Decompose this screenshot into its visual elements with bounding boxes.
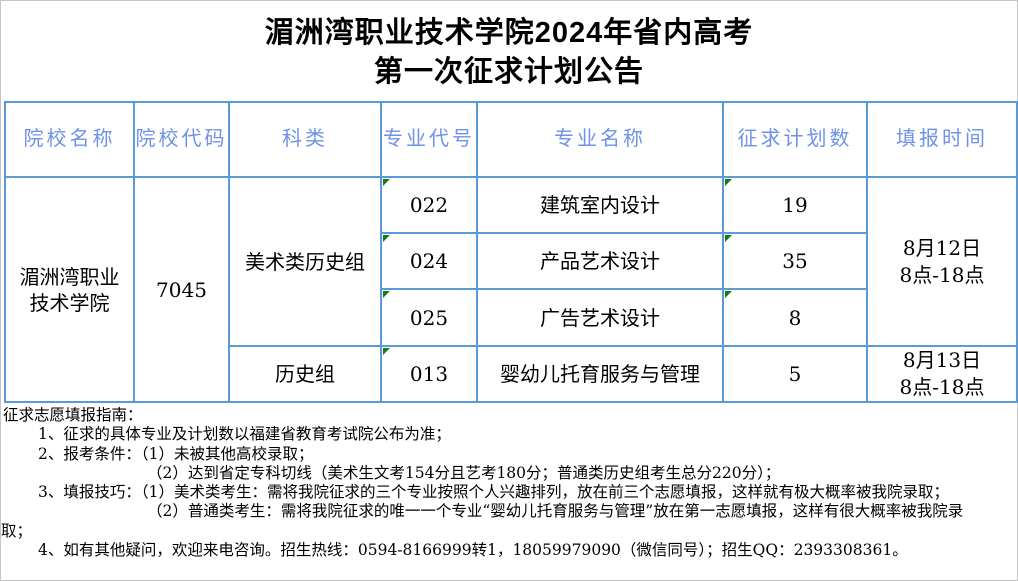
excel-error-marker-icon <box>383 179 390 186</box>
cell-plan-count: 5 <box>722 345 868 403</box>
plan-count-text: 8 <box>788 305 802 330</box>
guide-line-3: 3、填报技巧：（1）美术类考生：需将我院征求的三个专业按照个人兴趣排列，放在前三… <box>38 483 949 502</box>
plan-count-text: 35 <box>782 249 808 273</box>
fill-time-hours: 8点-18点 <box>899 262 985 287</box>
cell-plan-count: 8 <box>722 288 868 347</box>
cell-category-art-history: 美术类历史组 <box>228 176 382 347</box>
page-title-line1: 湄洲湾职业技术学院2024年省内高考 <box>264 17 754 49</box>
guide-line-2b: （2）达到省定专科切线（美术生文考154分且艺考180分；普通类历史组考生总分2… <box>147 463 781 482</box>
application-guide: 征求志愿填报指南： 1、征求的具体专业及计划数以福建省教育考试院公布为准； 2、… <box>1 406 1017 560</box>
cell-plan-count: 19 <box>722 176 868 234</box>
page-title: 湄洲湾职业技术学院2024年省内高考 第一次征求计划公告 <box>1 1 1017 92</box>
col-header-major-name: 专业名称 <box>476 101 724 178</box>
col-header-major-code: 专业代号 <box>380 101 478 178</box>
cell-fill-time-aug13: 8月13日 8点-18点 <box>866 345 1018 403</box>
cell-major-name: 建筑室内设计 <box>476 176 724 234</box>
fill-time-date: 8月12日 <box>902 235 982 260</box>
guide-heading: 征求志愿填报指南： <box>3 406 143 424</box>
cell-plan-count: 35 <box>722 232 868 290</box>
guide-line-2: 2、报考条件：（1）未被其他高校录取； <box>38 444 314 463</box>
cell-major-name: 婴幼儿托育服务与管理 <box>476 345 724 403</box>
table-row: 024 产品艺术设计 35 <box>5 232 1017 290</box>
cell-category-history: 历史组 <box>228 345 382 403</box>
plan-count-text: 19 <box>782 193 808 217</box>
col-header-category: 科类 <box>228 101 382 178</box>
excel-error-marker-icon <box>725 179 732 186</box>
major-code-text: 024 <box>409 249 449 273</box>
table-row: 历史组 013 婴幼儿托育服务与管理 5 8月13日 8点-18点 <box>5 345 1018 403</box>
guide-line-1: 1、征求的具体专业及计划数以福建省教育考试院公布为准； <box>38 425 451 444</box>
major-code-text: 022 <box>409 193 449 217</box>
guide-line-3b: （2）普通类考生：需将我院征求的唯一一个专业“婴幼儿托育服务与管理”放在第一志愿… <box>147 502 964 521</box>
col-header-college-code: 院校代码 <box>133 101 230 178</box>
cell-college-code: 7045 <box>133 176 230 403</box>
college-name-text: 湄洲湾职业技术学院 <box>19 264 120 315</box>
cell-major-code: 025 <box>380 288 478 347</box>
cell-major-name: 产品艺术设计 <box>476 232 724 290</box>
table-row: 湄洲湾职业技术学院 7045 美术类历史组 022 建筑室内设计 19 8月12… <box>4 176 1018 403</box>
guide-line-3-wrap: 取； <box>1 521 33 540</box>
fill-time-date: 8月13日 <box>902 348 982 372</box>
col-header-plan-count: 征求计划数 <box>722 101 868 178</box>
excel-error-marker-icon <box>725 291 732 298</box>
cell-fill-time-aug12: 8月12日 8点-18点 <box>866 176 1018 347</box>
cell-major-code: 013 <box>380 345 478 403</box>
fill-time-hours: 8点-18点 <box>899 375 985 399</box>
cell-major-code: 022 <box>380 176 478 234</box>
col-header-college-name: 院校名称 <box>4 101 135 178</box>
cell-major-name: 广告艺术设计 <box>476 288 724 347</box>
excel-error-marker-icon <box>383 291 390 298</box>
cell-college-name: 湄洲湾职业技术学院 <box>4 176 135 403</box>
excel-error-marker-icon <box>725 235 732 242</box>
excel-error-marker-icon <box>383 235 390 242</box>
cell-major-code: 024 <box>380 232 478 290</box>
guide-line-4-contact: 4、如有其他疑问，欢迎来电咨询。招生热线：0594-8166999转1，1805… <box>38 541 908 560</box>
page-title-line2: 第一次征求计划公告 <box>373 56 644 88</box>
excel-error-marker-icon <box>383 348 390 355</box>
major-code-text: 025 <box>409 305 449 330</box>
plan-table: 院校名称 院校代码 科类 专业代号 专业名称 征求计划数 填报时间 湄洲湾职业技… <box>4 101 1018 403</box>
col-header-fill-time: 填报时间 <box>866 101 1018 178</box>
table-header-row: 院校名称 院校代码 科类 专业代号 专业名称 征求计划数 填报时间 <box>4 101 1018 178</box>
table-row: 025 广告艺术设计 8 <box>5 288 1017 347</box>
major-code-text: 013 <box>409 362 449 386</box>
